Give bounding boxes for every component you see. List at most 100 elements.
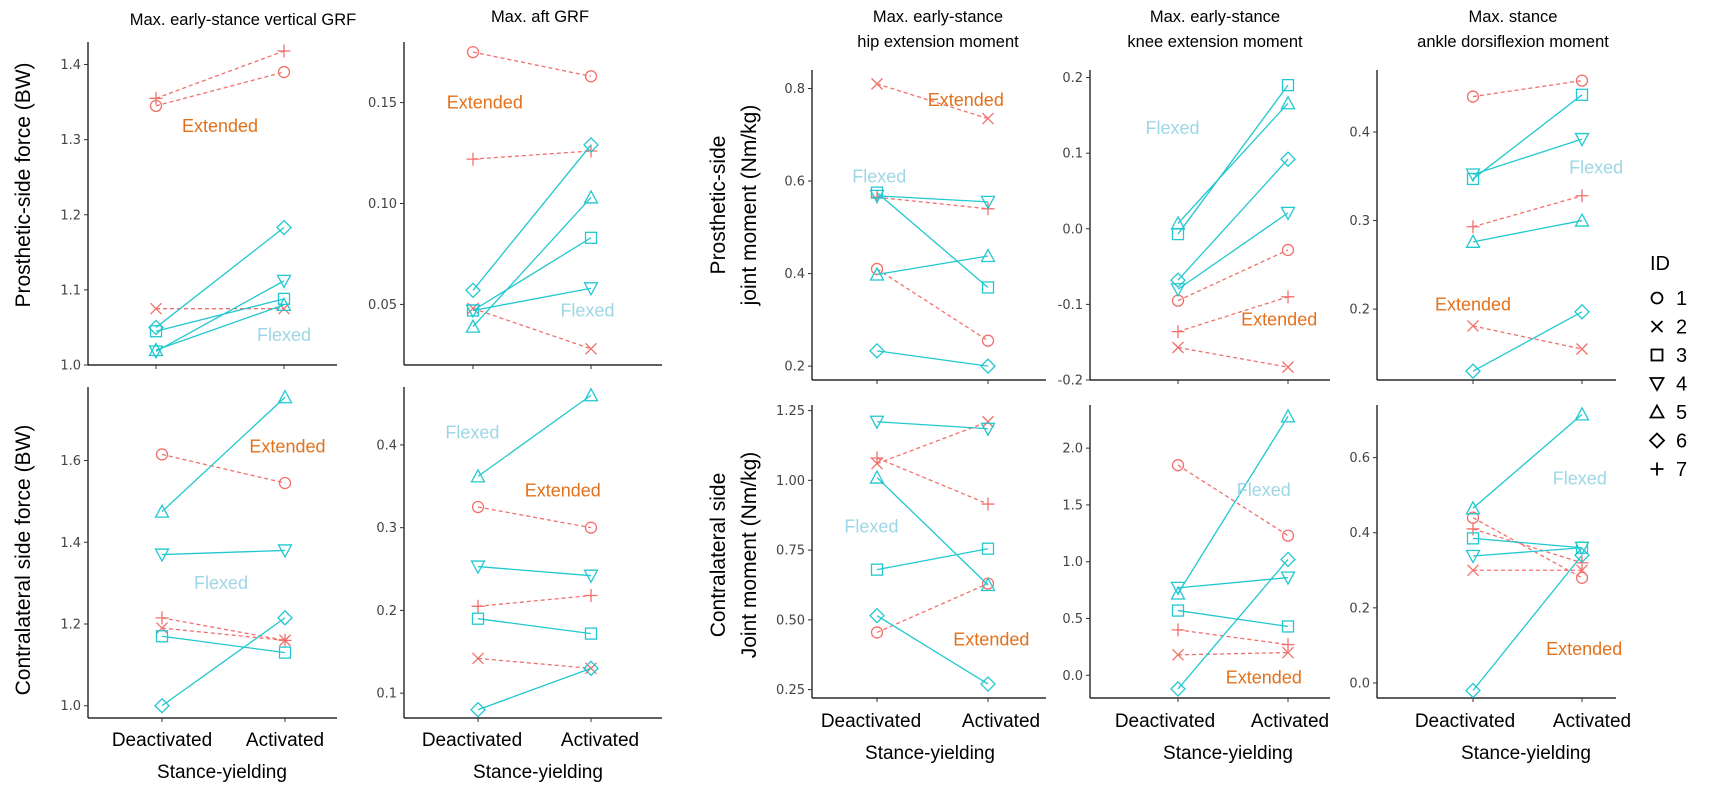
annotation-extended: Extended [1226,668,1302,688]
y-tick-label: 1.3 [60,133,81,148]
col-title-ankle-1: Max. stance [1469,8,1558,26]
series-line [477,618,592,635]
series-id-1-extended [155,448,292,490]
series-id-1-extended [1171,459,1295,542]
series-id-5-flexed [1170,95,1296,230]
point-id-5-activated [1574,406,1590,421]
series-id-4-flexed [1465,541,1590,564]
y-tick-label: 1.2 [60,208,81,223]
series-id-3-flexed [1466,88,1589,186]
legend-label-4: 4 [1676,374,1687,396]
legend-marker-2-icon [1650,320,1664,333]
series-line [1177,249,1289,302]
point-id-3-deactivated [1466,532,1480,545]
series-line [161,549,286,556]
point-id-6-deactivated [470,701,486,718]
point-id-3-activated [277,292,291,306]
x-axis-label-5: Stance-yielding [1461,743,1591,764]
point-id-3-activated [1281,620,1295,633]
legend-marker-4-icon [1648,377,1666,392]
point-id-2-activated [1576,564,1588,577]
annotation-flexed: Flexed [1145,118,1199,138]
point-id-2-activated [982,112,994,125]
point-id-6-activated [583,660,599,677]
y-tick-label: 0.2 [1349,601,1370,616]
point-id-2-deactivated [1467,320,1479,332]
x-axis-label-4: Stance-yielding [1163,743,1293,764]
annotation-flexed: Flexed [257,325,311,345]
y-tick-label: 1.4 [60,536,81,551]
y-tick-label: 1.00 [776,474,805,489]
annotation-flexed: Flexed [852,166,906,186]
point-id-7-deactivated [471,599,485,613]
y-tick-label: 0.15 [368,96,397,111]
legend: ID 1 2 3 4 5 6 7 [1648,253,1687,481]
x-tick-activated-4: Activated [1251,711,1329,732]
point-id-4-deactivated [465,304,481,319]
series-line [1472,325,1583,350]
series-id-4-flexed [154,544,293,563]
point-id-4-deactivated [1170,283,1186,298]
series-id-4-flexed [470,560,599,584]
x-axis-label-1: Stance-yielding [157,762,287,783]
series-line [161,617,286,707]
annotation-flexed: Flexed [1569,157,1623,177]
series-line [161,635,286,654]
point-id-6-activated [1574,547,1590,564]
series-line [1177,464,1289,537]
series-line [876,421,989,430]
point-id-5-deactivated [869,266,885,281]
series-line [876,196,989,210]
legend-marker-3-icon [1650,348,1664,362]
point-id-1-deactivated [1466,90,1480,103]
series-id-7-extended [471,589,598,613]
point-id-5-activated [583,387,599,402]
point-id-7-deactivated [155,611,169,625]
row-label-right-top-1: Prosthetic-side [707,136,730,275]
point-id-6-deactivated [869,607,885,624]
x-tick-deactivated-3: Deactivated [821,711,921,732]
series-id-2-extended [871,77,994,125]
point-id-5-activated [980,248,996,263]
y-tick-label: 0.5 [1062,612,1083,627]
point-id-1-activated [981,334,995,347]
series-id-1-extended [471,500,598,534]
col-title-aft: Max. aft GRF [491,8,589,26]
series-line [155,50,285,99]
annotation-flexed: Flexed [1237,480,1291,500]
col-title-hip-1: Max. early-stance [873,8,1003,26]
series-id-5-flexed [154,389,293,518]
point-id-3-deactivated [471,612,485,625]
panel-knee-contralateral: 0.0 0.5 1.0 1.5 2.0 Flexed Extended [1062,405,1330,702]
series-id-5-flexed [1465,212,1590,248]
y-tick-label: 1.25 [776,404,805,419]
point-id-4-activated [1280,571,1296,586]
legend-label-7: 7 [1676,459,1687,481]
point-id-1-deactivated [1171,459,1185,472]
series-line [1472,94,1583,180]
panel-vGRF-prosthetic: 1.0 1.1 1.2 1.3 1.4 Extended Flexed [60,42,337,374]
y-tick-label: 1.1 [60,283,81,298]
series-id-7-extended [149,44,291,105]
series-id-3-flexed [155,630,292,659]
point-id-7-activated [1281,638,1295,652]
x-tick-deactivated-1: Deactivated [112,730,212,751]
point-id-1-deactivated [155,448,169,461]
point-id-6-activated [1574,303,1590,320]
series-line [472,144,592,291]
series-id-7-extended [1466,189,1589,234]
series-line [1472,195,1583,228]
series-line [472,287,592,312]
series-line [876,350,989,367]
point-id-2-activated [585,342,597,355]
series-id-4-flexed [1170,571,1296,596]
point-id-3-deactivated [1466,172,1480,186]
point-id-1-activated [1575,571,1589,584]
y-tick-label: 0.3 [376,521,397,536]
point-id-4-deactivated [1465,549,1481,564]
series-id-6-flexed [1170,151,1296,289]
point-id-6-deactivated [1170,272,1186,289]
series-line [1472,547,1583,557]
annotation-extended: Extended [1241,310,1317,330]
point-id-2-deactivated [1467,564,1479,577]
